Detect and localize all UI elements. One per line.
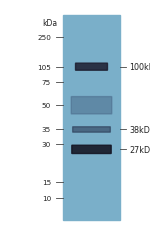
Text: 27kDa: 27kDa <box>129 145 150 154</box>
Text: 100kDa: 100kDa <box>129 63 150 72</box>
Text: 250: 250 <box>37 34 51 40</box>
Text: kDa: kDa <box>42 19 57 27</box>
Text: 15: 15 <box>42 179 51 185</box>
Text: 10: 10 <box>42 195 51 201</box>
FancyBboxPatch shape <box>71 97 112 114</box>
FancyBboxPatch shape <box>73 127 110 133</box>
Text: 75: 75 <box>42 80 51 86</box>
Text: 35: 35 <box>42 127 51 133</box>
FancyBboxPatch shape <box>75 64 108 71</box>
Text: 30: 30 <box>42 141 51 147</box>
FancyBboxPatch shape <box>72 146 111 154</box>
Bar <box>63 16 120 220</box>
Text: 105: 105 <box>37 64 51 70</box>
Text: 38kDa: 38kDa <box>129 125 150 134</box>
Text: 50: 50 <box>42 103 51 109</box>
